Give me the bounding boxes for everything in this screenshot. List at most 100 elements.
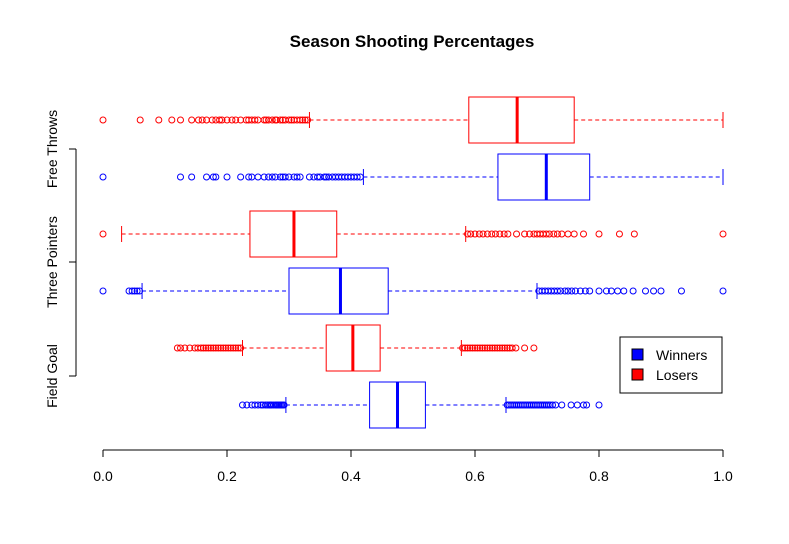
y-group-label: Field Goal	[44, 344, 60, 408]
outlier-point	[356, 173, 364, 181]
outlier-point	[177, 116, 184, 124]
outlier-point	[650, 287, 658, 295]
outlier-point	[314, 173, 322, 181]
outlier-point	[99, 230, 107, 238]
outlier-point	[223, 116, 231, 124]
iqr-box-three-pointers-winners	[288, 267, 389, 315]
outlier-point	[222, 344, 230, 352]
outlier-point	[461, 344, 469, 352]
outlier-point	[476, 344, 484, 352]
outlier-point	[501, 344, 509, 352]
outlier-point	[188, 116, 196, 124]
outlier-point	[564, 230, 572, 238]
outlier-point	[243, 401, 251, 409]
outlier-point	[467, 230, 475, 238]
outlier-point	[232, 344, 240, 352]
outlier-point	[479, 230, 487, 238]
x-axis: 0.0 0.2 0.4 0.6 0.8 1.0	[93, 449, 733, 484]
x-tick-label: 0.0	[93, 468, 113, 484]
outlier-point	[216, 116, 224, 124]
outlier-point	[237, 344, 245, 352]
outlier-point	[265, 173, 273, 181]
outlier-point	[530, 344, 538, 352]
outlier-point	[223, 173, 231, 181]
outlier-point	[459, 344, 467, 352]
outlier-point	[580, 230, 587, 238]
outlier-point	[491, 344, 499, 352]
outlier-point	[573, 401, 581, 409]
outlier-point	[194, 116, 202, 124]
outlier-point	[296, 173, 304, 181]
outlier-point	[217, 344, 225, 352]
outlier-point	[99, 116, 107, 124]
outlier-point	[254, 401, 262, 409]
outlier-point	[483, 230, 491, 238]
outlier-point	[464, 344, 472, 352]
outlier-point	[268, 173, 276, 181]
outlier-point	[544, 401, 552, 409]
box-three-pointers-winners	[99, 267, 727, 315]
outlier-point	[188, 173, 196, 181]
outlier-point	[245, 173, 253, 181]
outlier-point	[254, 173, 262, 181]
outlier-point	[237, 173, 245, 181]
outlier-point	[549, 401, 556, 409]
legend-label-losers: Losers	[656, 367, 698, 383]
outlier-point	[99, 287, 107, 295]
outlier-point	[469, 344, 477, 352]
outlier-point	[629, 287, 637, 295]
outlier-point	[602, 287, 610, 295]
outlier-point	[567, 401, 575, 409]
outlier-point	[199, 344, 207, 352]
outlier-point	[526, 230, 534, 238]
outlier-point	[642, 287, 649, 295]
outlier-point	[504, 230, 512, 238]
outlier-point	[136, 116, 144, 124]
outlier-point	[276, 116, 284, 124]
outlier-point	[251, 116, 259, 124]
outlier-point	[260, 173, 268, 181]
outlier-point	[209, 344, 217, 352]
outlier-point	[583, 401, 591, 409]
outlier-point	[581, 287, 589, 295]
outlier-point	[576, 287, 584, 295]
outlier-point	[486, 344, 494, 352]
outlier-point	[545, 230, 553, 238]
outlier-point	[471, 230, 479, 238]
y-group-label: Three Pointers	[44, 216, 60, 308]
outlier-point	[483, 344, 491, 352]
outlier-point	[214, 344, 222, 352]
y-group-label: Free Throws	[44, 110, 60, 188]
outlier-point	[558, 401, 566, 409]
chart-title: Season Shooting Percentages	[290, 32, 535, 51]
outlier-point	[299, 116, 307, 124]
x-tick-label: 1.0	[713, 468, 733, 484]
outlier-point	[271, 173, 279, 181]
outlier-point	[542, 230, 550, 238]
legend-swatch-losers	[631, 368, 644, 381]
outlier-point	[155, 116, 163, 124]
x-tick-label: 0.2	[217, 468, 237, 484]
outlier-point	[564, 287, 572, 295]
outlier-point	[268, 116, 276, 124]
outlier-point	[173, 344, 181, 352]
outlier-point	[521, 344, 529, 352]
outlier-point	[595, 287, 603, 295]
outlier-point	[133, 287, 141, 295]
outlier-point	[500, 230, 508, 238]
outlier-point	[677, 287, 685, 295]
outlier-point	[473, 344, 481, 352]
outlier-point	[570, 230, 578, 238]
x-tick-label: 0.4	[341, 468, 361, 484]
box-field-goal-losers	[173, 324, 538, 372]
outlier-point	[586, 287, 594, 295]
outlier-point	[304, 116, 312, 124]
outlier-point	[293, 173, 301, 181]
outlier-point	[219, 344, 227, 352]
outlier-point	[496, 230, 504, 238]
outlier-point	[719, 287, 727, 295]
outlier-point	[224, 344, 232, 352]
outlier-point	[595, 230, 603, 238]
boxplots	[99, 96, 727, 429]
outlier-point	[265, 116, 273, 124]
